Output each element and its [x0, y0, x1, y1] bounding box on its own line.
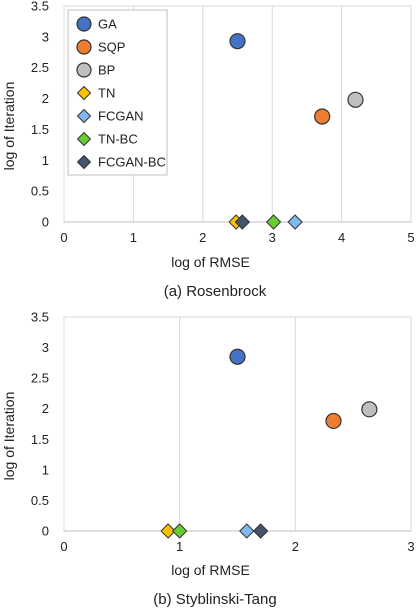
y-tick-label: 1 — [42, 153, 49, 168]
legend-label-tn: TN — [98, 86, 115, 101]
legend-box — [67, 9, 168, 176]
y-tick-label: 3 — [42, 29, 49, 44]
y-tick-label: 2.5 — [31, 371, 49, 386]
y-tick-label: 1.5 — [31, 122, 49, 137]
data-point-fcgan-bc — [234, 214, 251, 230]
x-tick-label: 5 — [407, 230, 414, 245]
y-tick-label: 2 — [42, 401, 49, 416]
data-point-tn-bc — [265, 214, 282, 230]
data-point-fcgan — [239, 523, 255, 539]
legend-label-fcgan-bc: FCGAN-BC — [98, 155, 166, 170]
y-tick-label: 0 — [42, 215, 49, 230]
data-point-fcgan — [287, 214, 303, 230]
legend-marker-fcgan — [76, 108, 92, 124]
legend: GA SQP BP TN FCGAN TN-BC FCGAN-BC — [67, 9, 168, 176]
legend-marker-bp — [76, 62, 92, 78]
x-tick-label: 2 — [199, 230, 206, 245]
x-tick-label: 4 — [338, 230, 345, 245]
x-tick-label: 2 — [292, 539, 299, 554]
legend-label-fcgan: FCGAN — [98, 109, 144, 124]
y-tick-label: 0 — [42, 524, 49, 539]
data-point-ga — [229, 33, 246, 50]
data-point-sqp — [325, 412, 342, 430]
y-axis-title: log of Iteration — [1, 82, 17, 171]
x-axis-title: log of RMSE — [171, 562, 250, 578]
data-point-fcgan-bc — [252, 523, 269, 539]
legend-label-bp: BP — [98, 63, 115, 78]
chart-panel-1: 0 1 2 3 4 5 0 0.5 1 1.5 2 2.5 3 3.5 log of RMSE log of … — [1, 0, 415, 300]
y-tick-label: 3.5 — [31, 0, 49, 14]
data-point-tn — [160, 523, 176, 539]
legend-label-tn-bc: TN-BC — [98, 132, 138, 147]
data-point-bp — [347, 91, 364, 108]
y-tick-label: 3.5 — [31, 310, 49, 325]
y-tick-label: 0.5 — [31, 493, 49, 508]
chart-panel-2: 0 1 2 3 0 0.5 1 1.5 2 2.5 3 3.5 log of RMSE log of It… — [1, 310, 415, 608]
legend-marker-tn — [76, 85, 92, 101]
legend-label-sqp: SQP — [98, 40, 125, 55]
data-point-bp — [361, 401, 378, 418]
panel-caption: (a) Rosenbrock — [164, 283, 267, 300]
panel-caption: (b) Styblinski-Tang — [153, 591, 276, 608]
x-tick-label: 1 — [130, 230, 137, 245]
x-tick-label: 0 — [60, 539, 67, 554]
legend-marker-fcgan-bc — [76, 154, 92, 170]
x-tick-label: 1 — [176, 539, 183, 554]
x-tick-label: 3 — [407, 539, 414, 554]
y-tick-label: 1 — [42, 462, 49, 477]
legend-label-ga: GA — [98, 17, 117, 32]
legend-marker-tn-bc — [76, 131, 92, 147]
legend-marker-sqp — [76, 39, 92, 55]
y-tick-label: 1.5 — [31, 432, 49, 447]
y-axis-title: log of Iteration — [1, 392, 17, 481]
data-point-sqp — [314, 108, 331, 125]
y-tick-label: 2 — [42, 91, 49, 106]
x-tick-label: 0 — [60, 230, 67, 245]
legend-marker-ga — [76, 16, 92, 32]
x-tick-label: 3 — [269, 230, 276, 245]
data-point-ga — [229, 348, 246, 365]
y-tick-label: 2.5 — [31, 60, 49, 75]
data-point-tn-bc — [171, 523, 188, 539]
x-axis-title: log of RMSE — [171, 254, 250, 270]
y-tick-label: 0.5 — [31, 184, 49, 199]
y-tick-label: 3 — [42, 340, 49, 355]
